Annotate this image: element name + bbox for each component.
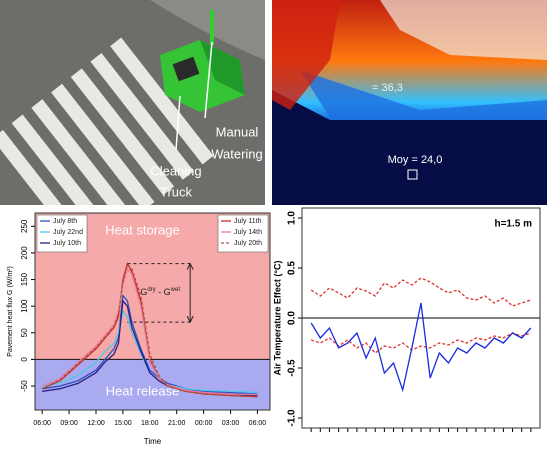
series-line <box>310 302 532 393</box>
x-tick-label: 12:00 <box>87 420 105 427</box>
annotation: Heat storage <box>105 222 179 237</box>
y-tick-label: 0 <box>20 357 29 362</box>
y-tick-label: -0.5 <box>287 359 298 377</box>
x-axis-label: Time <box>144 437 162 446</box>
y-tick-label: -1.0 <box>287 409 298 427</box>
x-tick-label: 15:00 <box>114 420 132 427</box>
heat-flux-chart: Heat storage Heat release Gdry - Gwet -50 0 5… <box>7 212 271 446</box>
x-tick-label: 18:00 <box>141 420 159 427</box>
y-tick-label: 250 <box>20 219 29 233</box>
y-axis-label: Pavement heat flux G (W/m²) <box>7 266 14 357</box>
thermal-label: = 36,3 <box>372 82 403 94</box>
x-tick-label: 00:00 <box>195 420 213 427</box>
legend-label: July 14th <box>234 229 262 236</box>
series-line <box>41 263 258 398</box>
x-tick-label: 06:00 <box>249 420 267 427</box>
legend-label: July 22nd <box>53 229 83 236</box>
y-tick-label: 100 <box>20 299 29 313</box>
thermal-image: = 36,3 Moy = 24,0 <box>272 0 547 205</box>
legend-label: July 20th <box>234 240 262 247</box>
series-line <box>310 332 532 354</box>
annotation: h=1.5 m <box>494 219 532 230</box>
y-axis-label: Air Temperature Effect (°C) <box>272 261 282 376</box>
y-tick-label: 50 <box>20 328 29 337</box>
x-tick-label: 21:00 <box>168 420 186 427</box>
y-tick-label: 150 <box>20 272 29 286</box>
x-tick-label: 06:00 <box>33 420 51 427</box>
series-line <box>41 267 258 396</box>
y-tick-label: 0.0 <box>287 311 298 325</box>
photo-label: Watering <box>211 146 263 161</box>
series-line <box>42 310 258 394</box>
x-tick-label: 09:00 <box>60 420 78 427</box>
y-tick-label: 200 <box>20 246 29 260</box>
gap-label-part: G <box>140 287 147 297</box>
gap-label-part: wet <box>170 286 181 292</box>
gap-label: Gdry - Gwet <box>140 286 180 297</box>
legend-label: July 11th <box>234 218 262 225</box>
thermal-label: Moy = 24,0 <box>388 154 443 166</box>
gap-label-part: dry <box>147 286 155 292</box>
gap-label-part: - G <box>156 287 171 297</box>
photo-label: Manual <box>216 124 259 139</box>
legend-label: July 8th <box>53 218 77 225</box>
photo-label: Cleaning <box>150 163 201 178</box>
y-tick-label: 1.0 <box>287 211 298 225</box>
air-temperature-chart: -1.0 -0.5 0.0 0.5 1.0 Air Temperature Effect … <box>272 207 541 432</box>
plot-frame <box>34 212 271 411</box>
annotation: Heat release <box>106 383 180 398</box>
photo-label: Truck <box>160 184 193 199</box>
legend-label: July 10th <box>53 240 81 247</box>
y-tick-label: 0.5 <box>287 261 298 275</box>
y-tick-label: -50 <box>20 380 29 392</box>
plot-frame <box>301 207 541 429</box>
street-photo: Manual Watering Cleaning Truck <box>0 0 265 205</box>
series-line <box>310 277 532 307</box>
arrow-head <box>186 262 194 324</box>
x-tick-label: 03:00 <box>222 420 240 427</box>
